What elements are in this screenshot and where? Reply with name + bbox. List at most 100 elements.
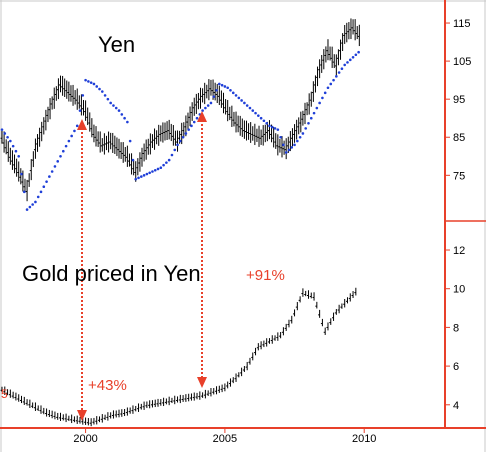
yen-stop-dot — [301, 132, 305, 135]
yen-stop-dot — [9, 139, 12, 143]
yen-stop-dot — [273, 127, 277, 130]
yen-stop-dot — [346, 61, 349, 64]
x-ticks: 2000 2005 2010 — [73, 428, 376, 445]
yen-stop-dot — [276, 128, 280, 131]
yen-stop-dot — [67, 139, 71, 143]
yen-stop-dot — [296, 139, 299, 143]
yen-stop-dot — [248, 106, 252, 110]
yen-stop-dot — [50, 170, 54, 173]
yen-stop-dot — [11, 144, 15, 148]
yen-stop-dot — [145, 172, 149, 176]
yen-stop-dot — [87, 80, 90, 83]
x-tick-label: 2010 — [352, 433, 376, 445]
yen-stop-dot — [101, 90, 104, 93]
yen-stop-dot — [176, 143, 179, 147]
yen-stop-dot — [343, 63, 346, 67]
yen-stop-dot — [173, 148, 177, 152]
yen-stop-dot — [137, 176, 140, 180]
pct-left: +43% — [88, 377, 127, 394]
yen-stop-dot — [254, 111, 257, 115]
yen-stop-dot — [321, 96, 324, 100]
yen-stop-dot — [31, 203, 34, 206]
yen-stop-dot — [153, 168, 157, 172]
yen-stop-dot — [201, 109, 204, 112]
yen-stop-dot — [212, 95, 216, 98]
yen-stop-dot — [17, 154, 21, 158]
yen-stop-dot — [293, 143, 296, 147]
yen-stop-dot — [318, 101, 321, 105]
yen-stop-dot — [120, 113, 124, 116]
yen-stop-dot — [170, 153, 174, 157]
gold-price-series — [0, 287, 357, 427]
yen-stop-dot — [103, 94, 107, 97]
yen-stop-dot — [284, 151, 288, 154]
yen-stop-dot — [162, 163, 165, 167]
yen-stop-dot — [75, 124, 79, 128]
yen-stop-dot — [25, 208, 29, 211]
yen-stop-dot — [229, 88, 232, 92]
yen-stop-dot — [204, 106, 207, 110]
yen-stop-dot — [187, 128, 190, 131]
yen-stop-dot — [226, 86, 229, 90]
yen-stop-dot — [215, 88, 218, 92]
yen-stop-dot — [148, 171, 151, 175]
yen-stop-dot — [332, 78, 335, 82]
yen-stop-dot — [131, 158, 135, 162]
yen-stop-dot — [195, 116, 199, 120]
yen-stop-dot — [184, 132, 188, 135]
yen-stop-dot — [73, 129, 76, 133]
gold-title: Gold priced in Yen — [22, 261, 201, 286]
yen-y-tick-label: 115 — [453, 18, 471, 30]
yen-stop-dot — [209, 101, 213, 105]
yen-stop-dot — [340, 67, 344, 71]
yen-stop-dot — [39, 190, 43, 194]
yen-stop-dot — [45, 180, 48, 183]
yen-stop-dot — [126, 120, 129, 124]
yen-stop-dot — [140, 175, 143, 178]
yen-stop-dot — [81, 94, 85, 97]
yen-stop-dot — [95, 85, 99, 88]
yen-stop-dot — [312, 111, 316, 115]
yen-stop-dot — [245, 104, 249, 107]
yen-stop-dot — [78, 109, 82, 112]
yen-stop-dot — [20, 172, 23, 176]
yen-stop-dot — [56, 160, 60, 163]
yen-stop-dot — [151, 170, 154, 173]
yen-stop-dot — [268, 124, 271, 128]
yen-stop-dot — [237, 96, 241, 100]
yen-stop-dot — [70, 134, 73, 138]
yen-title: Yen — [98, 32, 135, 57]
yen-stop-dot — [337, 71, 341, 74]
yen-stop-dot — [304, 127, 307, 130]
yen-stop-dot — [251, 109, 255, 112]
yen-stop-dot — [240, 99, 243, 102]
yen-stop-dot — [354, 53, 358, 57]
yen-stop-dot — [156, 167, 160, 171]
yen-stop-dot — [323, 91, 327, 95]
yen-stop-dot — [262, 119, 266, 123]
yen-stop-dot — [165, 161, 168, 164]
yen-stop-dot — [6, 135, 9, 139]
yen-stop-dot — [89, 81, 93, 84]
yen-stop-dot — [34, 200, 37, 204]
yen-stop-dot — [14, 149, 18, 153]
yen-stop-dot — [351, 55, 355, 59]
yen-y-tick-label: 85 — [453, 132, 465, 144]
yen-stop-dot — [48, 175, 51, 178]
gold-y-tick-label: 12 — [453, 245, 465, 257]
yen-stop-dot — [128, 139, 132, 143]
yen-stop-series — [0, 50, 360, 211]
gold-y-tick-label: 6 — [453, 361, 459, 373]
yen-stop-dot — [181, 135, 185, 139]
yen-stop-dot — [98, 87, 101, 91]
yen-stop-dot — [159, 166, 163, 170]
yen-stop-dot — [0, 128, 4, 131]
yen-stop-dot — [329, 82, 333, 86]
yen-stop-dot — [315, 106, 319, 110]
gold-y-ticks: 12 10 8 6 4 — [445, 245, 465, 412]
yen-stop-dot — [123, 116, 126, 120]
yen-stop-dot — [64, 144, 68, 148]
yen-stop-dot — [3, 132, 7, 135]
yen-stop-dot — [231, 91, 235, 95]
